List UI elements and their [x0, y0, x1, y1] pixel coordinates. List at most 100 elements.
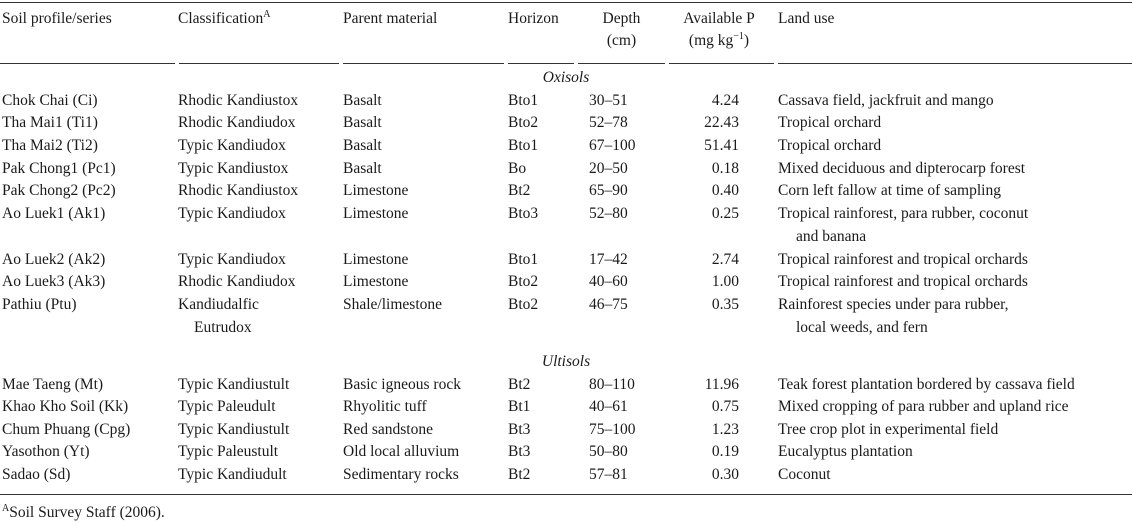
cell-horizon: Bto2 — [508, 296, 539, 313]
cell-parent-material: Rhyolitic tuff — [343, 398, 427, 415]
table-top-rule — [0, 2, 1132, 3]
cell-land-use-continued: local weeds, and fern — [796, 318, 928, 336]
header-classification-label: Classification — [178, 10, 264, 27]
cell-soil-series: Pak Chong1 (Pc1) — [2, 160, 116, 177]
cell-depth: 65–90 — [589, 182, 628, 199]
cell-parent-material: Basalt — [343, 160, 382, 177]
header-rule-segment — [343, 63, 504, 64]
cell-parent-material: Sedimentary rocks — [343, 466, 459, 483]
cell-available-p: 4.24 — [711, 92, 739, 109]
cell-classification: Rhodic Kandiudox — [178, 114, 296, 131]
header-depth-line1: Depth — [602, 10, 641, 27]
cell-land-use: Tropical rainforest and tropical orchard… — [778, 251, 1028, 268]
cell-classification: Typic Kandiudox — [178, 137, 286, 154]
cell-depth: 20–50 — [589, 160, 628, 177]
header-unit-text: (mg kg — [688, 32, 734, 49]
header-depth: Depth (cm) — [578, 8, 665, 52]
cell-available-p: 0.75 — [711, 398, 739, 415]
header-depth-line2: (cm) — [606, 32, 637, 49]
header-rule-segment — [778, 63, 1132, 64]
header-rule-segment — [179, 63, 339, 64]
cell-soil-series: Yasothon (Yt) — [2, 443, 90, 460]
cell-soil-series: Chum Phuang (Cpg) — [2, 421, 131, 438]
footnote-mark: A — [2, 503, 10, 514]
cell-classification: Typic Kandiudox — [178, 205, 286, 222]
cell-available-p: 22.43 — [704, 114, 739, 131]
cell-parent-material: Limestone — [343, 273, 409, 290]
cell-depth: 75–100 — [589, 421, 636, 438]
cell-available-p: 0.18 — [711, 160, 739, 177]
cell-horizon: Bto1 — [508, 251, 539, 268]
cell-soil-series: Chok Chai (Ci) — [2, 92, 98, 109]
cell-parent-material: Basalt — [343, 114, 382, 131]
cell-land-use-continued: and banana — [796, 227, 867, 245]
cell-classification: Kandiudalfic — [178, 296, 259, 313]
cell-classification: Rhodic Kandiustox — [178, 182, 299, 199]
cell-classification: Rhodic Kandiustox — [178, 92, 299, 109]
cell-available-p: 0.40 — [711, 182, 739, 199]
header-rule-segment — [508, 63, 574, 64]
cell-soil-series: Ao Luek1 (Ak1) — [2, 205, 106, 222]
cell-parent-material: Red sandstone — [343, 421, 433, 438]
cell-available-p: 1.00 — [711, 273, 739, 290]
cell-soil-series: Ao Luek3 (Ak3) — [2, 273, 106, 290]
footnote: ASoil Survey Staff (2006). — [2, 502, 165, 524]
cell-available-p: 0.35 — [711, 296, 739, 313]
cell-soil-series: Khao Kho Soil (Kk) — [2, 398, 129, 415]
cell-horizon: Bt3 — [508, 443, 531, 460]
cell-horizon: Bt1 — [508, 398, 531, 415]
cell-classification: Typic Kandiudult — [178, 466, 287, 483]
cell-depth: 50–80 — [589, 443, 628, 460]
cell-horizon: Bto1 — [508, 92, 539, 109]
cell-land-use: Corn left fallow at time of sampling — [778, 182, 1001, 199]
cell-available-p: 0.19 — [711, 443, 739, 460]
cell-horizon: Bto3 — [508, 205, 539, 222]
footnote-text: Soil Survey Staff (2006). — [9, 504, 165, 521]
section-label-ultisols: Ultisols — [541, 353, 591, 370]
header-land-use: Land use — [778, 10, 835, 27]
cell-depth: 40–61 — [589, 398, 628, 415]
cell-available-p: 0.30 — [711, 466, 739, 483]
cell-land-use: Tropical rainforest and tropical orchard… — [778, 273, 1028, 290]
cell-parent-material: Basalt — [343, 92, 382, 109]
cell-soil-series: Ao Luek2 (Ak2) — [2, 251, 106, 268]
cell-soil-series: Tha Mai1 (Ti1) — [2, 114, 98, 131]
cell-land-use: Mixed cropping of para rubber and upland… — [778, 398, 1069, 415]
cell-classification-continued: Eutrudox — [194, 318, 252, 336]
cell-horizon: Bt2 — [508, 182, 531, 199]
cell-available-p: 0.25 — [711, 205, 739, 222]
cell-classification: Typic Paleudult — [178, 398, 276, 415]
cell-land-use: Rainforest species under para rubber, — [778, 296, 1009, 313]
cell-depth: 80–110 — [589, 376, 635, 393]
cell-land-use: Tropical rainforest, para rubber, coconu… — [778, 205, 1029, 222]
cell-classification: Typic Kandiustult — [178, 421, 290, 438]
cell-depth: 40–60 — [589, 273, 628, 290]
cell-soil-series: Mae Taeng (Mt) — [2, 376, 104, 393]
cell-land-use: Mixed deciduous and dipterocarp forest — [778, 160, 1026, 177]
cell-land-use: Cassava field, jackfruit and mango — [778, 92, 994, 109]
header-unit-close: ) — [743, 32, 750, 49]
cell-parent-material: Limestone — [343, 205, 409, 222]
cell-parent-material: Basic igneous rock — [343, 376, 461, 393]
cell-depth: 52–80 — [589, 205, 628, 222]
header-horizon: Horizon — [508, 10, 559, 27]
header-available-p: Available P (mg kg−1) — [664, 8, 774, 52]
cell-soil-series: Pathiu (Ptu) — [2, 296, 77, 313]
cell-soil-series: Pak Chong2 (Pc2) — [2, 182, 116, 199]
cell-horizon: Bto2 — [508, 114, 539, 131]
header-available-p-unit: (mg kg−1) — [664, 30, 774, 52]
cell-land-use: Tropical orchard — [778, 114, 882, 131]
header-parent-material: Parent material — [343, 10, 438, 27]
cell-depth: 57–81 — [589, 466, 628, 483]
cell-horizon: Bo — [508, 160, 527, 177]
cell-horizon: Bt3 — [508, 421, 531, 438]
cell-parent-material: Old local alluvium — [343, 443, 460, 460]
header-rule-segment — [578, 63, 665, 64]
header-unit-exponent: −1 — [733, 31, 744, 42]
cell-horizon: Bto1 — [508, 137, 539, 154]
table-bottom-rule — [0, 494, 1132, 495]
cell-classification: Typic Kandiustult — [178, 376, 290, 393]
header-classification-footnote-mark: A — [263, 9, 271, 20]
cell-parent-material: Shale/limestone — [343, 296, 443, 313]
cell-available-p: 2.74 — [711, 251, 739, 268]
